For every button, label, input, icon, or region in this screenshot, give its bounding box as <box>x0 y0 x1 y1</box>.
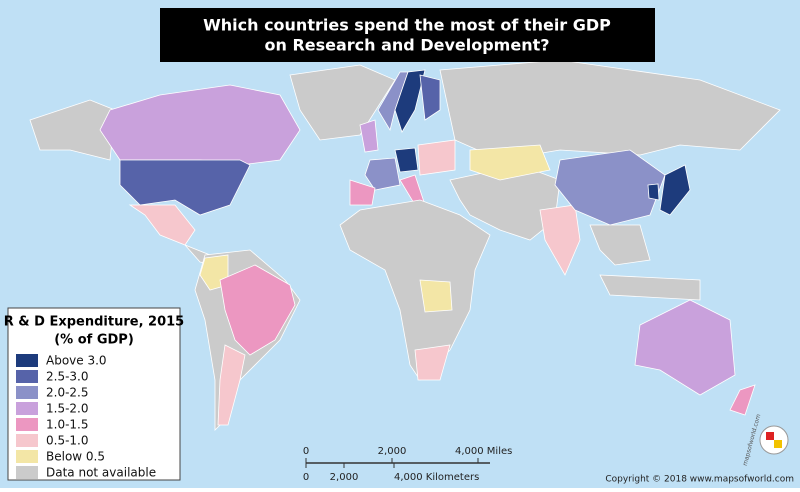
scale-label: 0 <box>303 446 309 457</box>
southeast-asia <box>589 224 651 266</box>
copyright: Copyright © 2018 www.mapsofworld.com <box>605 475 794 485</box>
spain <box>349 179 376 206</box>
legend-label: 2.0-2.5 <box>46 386 89 400</box>
legend-swatch <box>16 434 38 447</box>
legend-swatch <box>16 466 38 479</box>
legend-swatch <box>16 402 38 415</box>
banner <box>160 8 655 62</box>
indonesia <box>599 274 701 301</box>
legend-subtitle: (% of GDP) <box>54 333 134 348</box>
scale-label: 2,000 <box>378 446 407 457</box>
greenland <box>289 64 396 141</box>
australia <box>634 299 736 396</box>
logo-mark <box>766 432 774 440</box>
legend-swatch <box>16 354 38 367</box>
legend-swatch <box>16 386 38 399</box>
legend-label: 1.5-2.0 <box>46 402 89 416</box>
india <box>539 204 581 276</box>
usa <box>119 159 251 216</box>
legend-label: 2.5-3.0 <box>46 370 89 384</box>
logo-mark <box>774 440 782 448</box>
finland <box>419 74 441 121</box>
canada <box>99 84 301 166</box>
legend-swatch <box>16 418 38 431</box>
scale-label: 0 <box>303 472 309 483</box>
legend-swatch <box>16 450 38 463</box>
argentina <box>217 344 246 426</box>
south-korea <box>647 183 660 201</box>
brazil <box>219 264 296 356</box>
dr-congo <box>419 279 453 313</box>
legend-label: 0.5-1.0 <box>46 434 89 448</box>
legend: R & D Expenditure, 2015 (% of GDP) Above… <box>4 307 184 481</box>
legend-label: Below 0.5 <box>46 450 105 464</box>
title: Which countries spend the most of their … <box>203 16 611 35</box>
scale-bar: 0 2,000 4,000 Miles 0 2,000 4,000 Kilome… <box>303 446 513 483</box>
legend-label: Above 3.0 <box>46 354 107 368</box>
eastern-europe <box>417 139 456 176</box>
title-banner: Which countries spend the most of their … <box>160 8 655 62</box>
legend-label: 1.0-1.5 <box>46 418 89 432</box>
title: on Research and Development? <box>264 36 549 55</box>
sweden <box>394 69 426 133</box>
scale-label: 2,000 <box>330 472 359 483</box>
china <box>554 149 666 226</box>
alaska <box>29 99 116 161</box>
uk <box>359 119 379 153</box>
legend-label: Data not available <box>46 466 156 480</box>
legend-title: R & D Expenditure, 2015 <box>4 315 184 330</box>
scale-label: 4,000 Miles <box>455 446 512 457</box>
countries <box>29 59 781 431</box>
france <box>364 157 401 191</box>
new-zealand <box>729 384 756 416</box>
legend-swatch <box>16 370 38 383</box>
japan <box>659 164 691 216</box>
kazakhstan <box>469 144 551 181</box>
south-africa <box>414 344 451 381</box>
scale-label: 4,000 Kilometers <box>394 472 479 483</box>
germany <box>394 147 419 173</box>
